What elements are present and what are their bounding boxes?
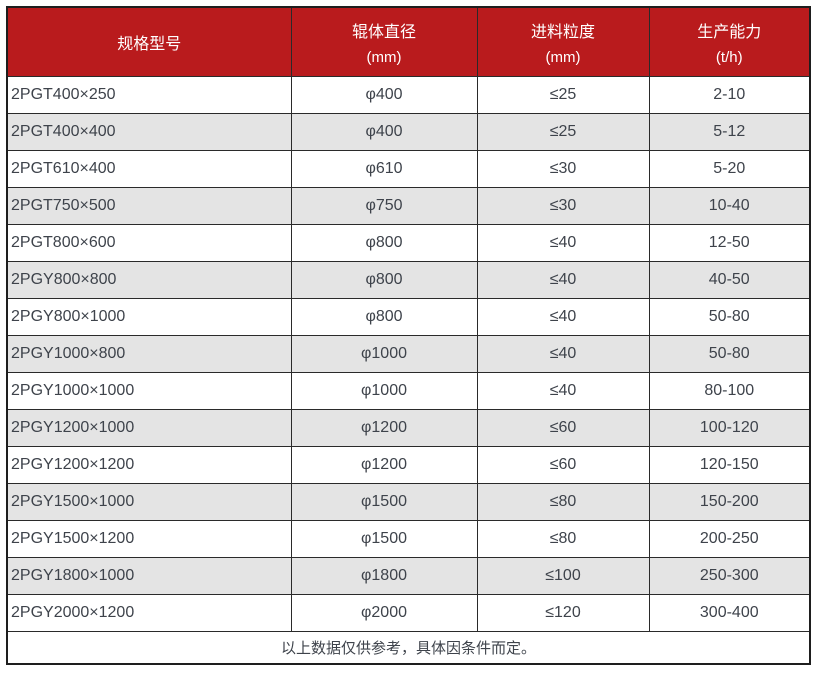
table-row: 2PGT750×500 φ750 ≤30 10-40 <box>6 186 811 225</box>
header-row: 规格型号 辊体直径 (mm) 进料粒度 (mm) 生产能力 (t/h) <box>6 6 811 77</box>
roller-diameter-cell: φ1200 <box>290 408 478 447</box>
table-body: 2PGT400×250 φ400 ≤25 2-10 2PGT400×400 φ400 ≤25… <box>6 75 811 632</box>
spec-model-cell: 2PGT750×500 <box>6 186 292 225</box>
feed-size-cell: ≤25 <box>476 75 650 114</box>
column-header-unit: (mm) <box>366 48 402 66</box>
capacity-cell: 250-300 <box>648 556 811 595</box>
spec-model-cell: 2PGY1500×1000 <box>6 482 292 521</box>
capacity-cell: 120-150 <box>648 445 811 484</box>
spec-model-cell: 2PGY1200×1200 <box>6 445 292 484</box>
table-row: 2PGY2000×1200 φ2000 ≤120 300-400 <box>6 593 811 632</box>
column-header-title: 辊体直径 <box>351 23 416 41</box>
capacity-cell: 12-50 <box>648 223 811 262</box>
spec-model-cell: 2PGY1200×1000 <box>6 408 292 447</box>
table-row: 2PGY1500×1200 φ1500 ≤80 200-250 <box>6 519 811 558</box>
spec-model-cell: 2PGY800×1000 <box>6 297 292 336</box>
capacity-cell: 5-12 <box>648 112 811 151</box>
table-row: 2PGY1000×800 φ1000 ≤40 50-80 <box>6 334 811 373</box>
roller-diameter-cell: φ750 <box>290 186 478 225</box>
table-row: 2PGY1200×1000 φ1200 ≤60 100-120 <box>6 408 811 447</box>
table-footnote: 以上数据仅供参考，具体因条件而定。 <box>6 630 811 665</box>
capacity-cell: 80-100 <box>648 371 811 410</box>
column-header-spec-model: 规格型号 <box>6 6 292 77</box>
column-header-feed-size: 进料粒度 (mm) <box>476 6 650 77</box>
table-row: 2PGT400×400 φ400 ≤25 5-12 <box>6 112 811 151</box>
feed-size-cell: ≤25 <box>476 112 650 151</box>
table-row: 2PGY800×1000 φ800 ≤40 50-80 <box>6 297 811 336</box>
footnote-row: 以上数据仅供参考，具体因条件而定。 <box>6 630 811 665</box>
column-header-capacity: 生产能力 (t/h) <box>648 6 811 77</box>
feed-size-cell: ≤30 <box>476 149 650 188</box>
feed-size-cell: ≤40 <box>476 297 650 336</box>
roller-diameter-cell: φ1000 <box>290 371 478 410</box>
capacity-cell: 50-80 <box>648 297 811 336</box>
capacity-cell: 40-50 <box>648 260 811 299</box>
capacity-cell: 150-200 <box>648 482 811 521</box>
spec-model-cell: 2PGY1500×1200 <box>6 519 292 558</box>
feed-size-cell: ≤40 <box>476 223 650 262</box>
feed-size-cell: ≤120 <box>476 593 650 632</box>
roller-diameter-cell: φ1200 <box>290 445 478 484</box>
table-footer: 以上数据仅供参考，具体因条件而定。 <box>6 630 811 665</box>
roller-diameter-cell: φ1800 <box>290 556 478 595</box>
column-header-unit: (t/h) <box>715 48 743 66</box>
spec-model-cell: 2PGY1000×1000 <box>6 371 292 410</box>
feed-size-cell: ≤100 <box>476 556 650 595</box>
capacity-cell: 10-40 <box>648 186 811 225</box>
column-header-title: 进料粒度 <box>530 23 595 41</box>
feed-size-cell: ≤30 <box>476 186 650 225</box>
table-row: 2PGY1200×1200 φ1200 ≤60 120-150 <box>6 445 811 484</box>
spec-model-cell: 2PGY1000×800 <box>6 334 292 373</box>
feed-size-cell: ≤60 <box>476 408 650 447</box>
table-row: 2PGY1800×1000 φ1800 ≤100 250-300 <box>6 556 811 595</box>
spec-model-cell: 2PGT800×600 <box>6 223 292 262</box>
roller-diameter-cell: φ2000 <box>290 593 478 632</box>
roller-diameter-cell: φ1500 <box>290 482 478 521</box>
capacity-cell: 50-80 <box>648 334 811 373</box>
capacity-cell: 2-10 <box>648 75 811 114</box>
roller-diameter-cell: φ800 <box>290 297 478 336</box>
roller-diameter-cell: φ800 <box>290 223 478 262</box>
feed-size-cell: ≤40 <box>476 334 650 373</box>
capacity-cell: 5-20 <box>648 149 811 188</box>
feed-size-cell: ≤40 <box>476 260 650 299</box>
capacity-cell: 200-250 <box>648 519 811 558</box>
spec-model-cell: 2PGT400×250 <box>6 75 292 114</box>
spec-model-cell: 2PGT610×400 <box>6 149 292 188</box>
column-header-unit: (mm) <box>545 48 581 66</box>
specification-table: 规格型号 辊体直径 (mm) 进料粒度 (mm) 生产能力 (t/h) 2PGT… <box>6 6 811 665</box>
roller-diameter-cell: φ610 <box>290 149 478 188</box>
spec-model-cell: 2PGY1800×1000 <box>6 556 292 595</box>
capacity-cell: 100-120 <box>648 408 811 447</box>
table-header: 规格型号 辊体直径 (mm) 进料粒度 (mm) 生产能力 (t/h) <box>6 6 811 77</box>
roller-diameter-cell: φ1500 <box>290 519 478 558</box>
table-row: 2PGT610×400 φ610 ≤30 5-20 <box>6 149 811 188</box>
spec-model-cell: 2PGT400×400 <box>6 112 292 151</box>
feed-size-cell: ≤40 <box>476 371 650 410</box>
table-row: 2PGY1000×1000 φ1000 ≤40 80-100 <box>6 371 811 410</box>
roller-diameter-cell: φ400 <box>290 112 478 151</box>
column-header-roller-diameter: 辊体直径 (mm) <box>290 6 478 77</box>
feed-size-cell: ≤80 <box>476 519 650 558</box>
column-header-title: 规格型号 <box>117 35 182 53</box>
roller-diameter-cell: φ1000 <box>290 334 478 373</box>
table-row: 2PGT400×250 φ400 ≤25 2-10 <box>6 75 811 114</box>
table-row: 2PGY800×800 φ800 ≤40 40-50 <box>6 260 811 299</box>
spec-model-cell: 2PGY800×800 <box>6 260 292 299</box>
roller-diameter-cell: φ800 <box>290 260 478 299</box>
table-row: 2PGY1500×1000 φ1500 ≤80 150-200 <box>6 482 811 521</box>
roller-diameter-cell: φ400 <box>290 75 478 114</box>
table-row: 2PGT800×600 φ800 ≤40 12-50 <box>6 223 811 262</box>
capacity-cell: 300-400 <box>648 593 811 632</box>
feed-size-cell: ≤80 <box>476 482 650 521</box>
feed-size-cell: ≤60 <box>476 445 650 484</box>
spec-model-cell: 2PGY2000×1200 <box>6 593 292 632</box>
column-header-title: 生产能力 <box>697 23 762 41</box>
